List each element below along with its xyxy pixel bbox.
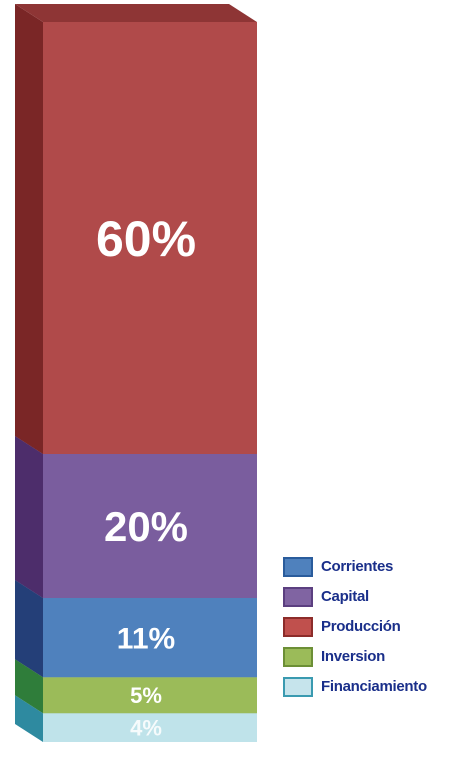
legend-item-corrientes: Corrientes xyxy=(283,553,473,583)
legend-label-financiamiento: Financiamiento xyxy=(321,678,427,695)
bar-side-capital xyxy=(15,436,43,598)
legend-swatch-corrientes xyxy=(283,557,313,577)
legend-label-corrientes: Corrientes xyxy=(321,558,394,575)
legend-item-inversion: Inversion xyxy=(283,643,473,673)
legend-swatch-inversion xyxy=(283,647,313,667)
legend-label-capital: Capital xyxy=(321,588,369,605)
bar-segment-producci-n xyxy=(43,22,257,454)
bar-segment-capital xyxy=(43,454,257,598)
bar-label-financiamiento: 4% xyxy=(130,716,162,741)
legend-item-capital: Capital xyxy=(283,583,473,613)
bar-side-financiamiento xyxy=(15,695,43,742)
bar-side-corrientes xyxy=(15,580,43,678)
legend-swatch-producci-n xyxy=(283,617,313,637)
chart-legend: Corrientes Capital Producción Inversion Fina… xyxy=(283,553,473,703)
legend-swatch-financiamiento xyxy=(283,677,313,697)
bar-label-capital: 20% xyxy=(104,503,188,550)
legend-item-producci-n: Producción xyxy=(283,613,473,643)
bar-label-corrientes: 11% xyxy=(117,622,175,655)
bar-label-inversion: 5% xyxy=(130,683,162,708)
bar-top-producci-n xyxy=(15,4,257,22)
bar-label-producci-n: 60% xyxy=(96,211,196,267)
bar-segment-financiamiento xyxy=(43,713,257,742)
bar-segment-inversion xyxy=(43,677,257,714)
bar-segment-corrientes xyxy=(43,598,257,678)
legend-item-financiamiento: Financiamiento xyxy=(283,673,473,703)
bar-side-producci-n xyxy=(15,4,43,454)
legend-swatch-capital xyxy=(283,587,313,607)
legend-label-producci-n: Producción xyxy=(321,618,401,635)
legend-label-inversion: Inversion xyxy=(321,648,385,665)
